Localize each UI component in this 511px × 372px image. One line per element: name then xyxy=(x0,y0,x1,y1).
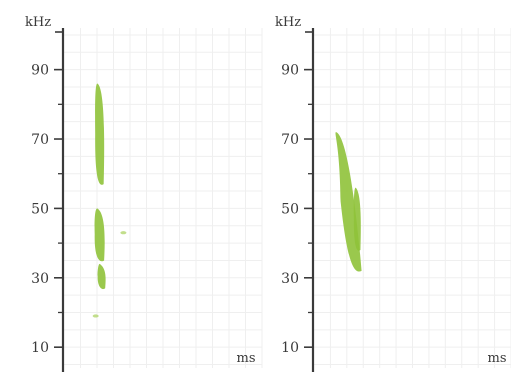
signal-blob xyxy=(95,83,105,185)
y-axis-label: kHz xyxy=(25,15,51,30)
y-tick-label: 90 xyxy=(31,63,49,79)
chart-panel-2: kHz 10 30 50 70 90 ms xyxy=(275,15,511,372)
y-tick-label: 30 xyxy=(31,271,49,287)
signal-speck xyxy=(92,314,99,318)
y-tick-label: 70 xyxy=(281,132,299,148)
y-tick-label: 10 xyxy=(281,340,299,356)
y-tick-label: 10 xyxy=(31,340,49,356)
x-axis-label: ms xyxy=(488,351,507,366)
y-tick-label: 50 xyxy=(31,201,49,217)
y-tick-label: 90 xyxy=(281,63,299,79)
y-axis-label: kHz xyxy=(275,15,301,30)
y-tick-label: 30 xyxy=(281,271,299,287)
signal-blob xyxy=(94,208,105,262)
signal-speck xyxy=(120,231,127,235)
grid xyxy=(314,28,511,368)
signal-blob xyxy=(353,187,361,251)
y-tick-label: 70 xyxy=(31,132,49,148)
x-axis-label: ms xyxy=(237,351,256,366)
y-tick-label: 50 xyxy=(281,201,299,217)
chart-panel-1: kHz 10 30 50 70 90 ms xyxy=(25,15,263,372)
signal-blob xyxy=(97,263,106,290)
